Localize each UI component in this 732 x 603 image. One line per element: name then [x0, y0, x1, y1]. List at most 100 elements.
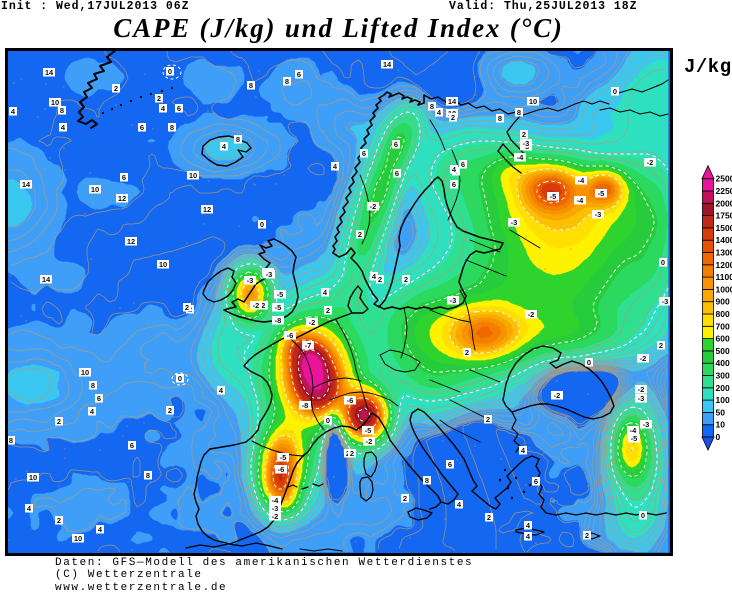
svg-text:50: 50 — [716, 407, 726, 417]
svg-text:4: 4 — [457, 500, 462, 509]
svg-text:12: 12 — [118, 194, 126, 203]
svg-text:1000: 1000 — [716, 284, 732, 294]
svg-text:4: 4 — [27, 504, 32, 513]
svg-text:-6: -6 — [347, 396, 354, 405]
svg-text:4: 4 — [222, 142, 227, 151]
svg-text:-7: -7 — [305, 341, 312, 350]
svg-text:2: 2 — [451, 113, 455, 122]
svg-text:-5: -5 — [631, 434, 638, 443]
svg-text:2: 2 — [486, 415, 490, 424]
svg-text:0: 0 — [260, 220, 264, 229]
svg-text:10: 10 — [51, 98, 59, 107]
svg-text:-8: -8 — [302, 401, 309, 410]
svg-text:2: 2 — [326, 306, 330, 315]
svg-text:4: 4 — [61, 123, 66, 132]
svg-text:-6: -6 — [278, 465, 285, 474]
svg-text:12: 12 — [127, 237, 135, 246]
svg-text:-2: -2 — [366, 437, 373, 446]
svg-text:2: 2 — [114, 84, 118, 93]
svg-text:2: 2 — [522, 130, 526, 139]
svg-text:10: 10 — [716, 420, 726, 430]
svg-text:6: 6 — [395, 169, 399, 178]
svg-text:10: 10 — [189, 171, 197, 180]
svg-text:4: 4 — [161, 104, 166, 113]
svg-text:6: 6 — [177, 104, 181, 113]
svg-text:-2: -2 — [272, 512, 279, 521]
svg-text:2: 2 — [585, 531, 589, 540]
svg-text:100: 100 — [716, 395, 730, 405]
svg-text:0: 0 — [716, 432, 721, 442]
svg-text:-4: -4 — [578, 176, 585, 185]
svg-text:600: 600 — [716, 334, 730, 344]
svg-text:10: 10 — [74, 534, 82, 543]
svg-text:-2: -2 — [640, 354, 647, 363]
svg-text:4: 4 — [437, 108, 442, 117]
svg-text:-4: -4 — [577, 196, 584, 205]
svg-text:2: 2 — [57, 417, 61, 426]
svg-text:8: 8 — [9, 436, 13, 445]
svg-text:400: 400 — [716, 358, 730, 368]
svg-text:-2: -2 — [309, 318, 316, 327]
svg-text:0: 0 — [613, 87, 617, 96]
svg-text:-2: -2 — [554, 391, 561, 400]
svg-text:4: 4 — [372, 272, 377, 281]
svg-text:8: 8 — [517, 108, 521, 117]
svg-text:-2: -2 — [370, 202, 377, 211]
svg-text:200: 200 — [716, 383, 730, 393]
svg-text:8: 8 — [170, 123, 174, 132]
svg-text:-5: -5 — [365, 426, 372, 435]
svg-text:-3: -3 — [247, 276, 254, 285]
svg-text:-2: -2 — [647, 158, 654, 167]
svg-text:2: 2 — [378, 275, 382, 284]
svg-text:2250: 2250 — [716, 186, 732, 196]
svg-text:4: 4 — [452, 165, 457, 174]
svg-text:6: 6 — [461, 160, 465, 169]
svg-text:8: 8 — [249, 81, 253, 90]
svg-text:14: 14 — [42, 275, 51, 284]
svg-text:-3: -3 — [643, 420, 650, 429]
svg-text:700: 700 — [716, 321, 730, 331]
svg-text:2: 2 — [157, 94, 161, 103]
svg-text:2: 2 — [487, 513, 491, 522]
svg-text:1500: 1500 — [716, 223, 732, 233]
svg-text:0: 0 — [661, 258, 665, 267]
svg-text:6: 6 — [140, 123, 144, 132]
svg-text:2: 2 — [57, 516, 61, 525]
svg-text:-5: -5 — [550, 192, 557, 201]
svg-text:1300: 1300 — [716, 248, 732, 258]
svg-text:900: 900 — [716, 297, 730, 307]
svg-text:800: 800 — [716, 309, 730, 319]
svg-text:2: 2 — [185, 303, 189, 312]
svg-text:-5: -5 — [598, 189, 605, 198]
svg-text:2500: 2500 — [716, 174, 732, 184]
svg-text:6: 6 — [394, 140, 398, 149]
svg-text:-4: -4 — [517, 153, 524, 162]
svg-text:-6: -6 — [287, 331, 294, 340]
svg-text:6: 6 — [130, 441, 134, 450]
svg-text:0: 0 — [587, 358, 591, 367]
svg-text:8: 8 — [146, 471, 150, 480]
svg-text:6: 6 — [297, 70, 301, 79]
svg-text:4: 4 — [521, 446, 526, 455]
svg-text:4: 4 — [219, 386, 224, 395]
svg-text:4: 4 — [98, 525, 103, 534]
svg-text:1750: 1750 — [716, 211, 732, 221]
svg-text:6: 6 — [448, 460, 452, 469]
svg-text:6: 6 — [122, 173, 126, 182]
svg-text:0: 0 — [168, 67, 172, 76]
svg-text:14: 14 — [383, 60, 392, 69]
svg-text:8: 8 — [498, 114, 502, 123]
svg-text:-3: -3 — [523, 139, 530, 148]
svg-text:-3: -3 — [638, 394, 645, 403]
svg-text:4: 4 — [333, 162, 338, 171]
svg-text:-4: -4 — [272, 496, 279, 505]
svg-text:8: 8 — [285, 77, 289, 86]
svg-text:-5: -5 — [277, 290, 284, 299]
svg-text:10: 10 — [29, 473, 37, 482]
svg-text:300: 300 — [716, 371, 730, 381]
svg-text:2: 2 — [465, 348, 469, 357]
svg-text:2: 2 — [659, 341, 663, 350]
svg-text:10: 10 — [91, 185, 99, 194]
svg-text:-2: -2 — [253, 301, 260, 310]
svg-text:1200: 1200 — [716, 260, 732, 270]
